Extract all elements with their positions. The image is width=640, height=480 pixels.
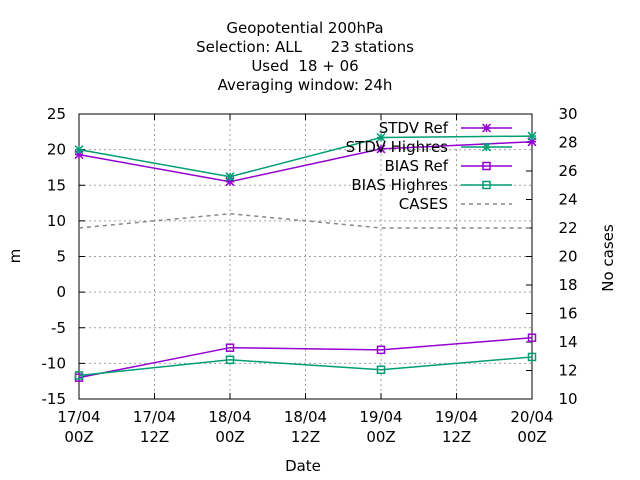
square-marker (482, 161, 491, 171)
x-tick-label-hour: 00Z (215, 428, 244, 446)
star-stroke (225, 172, 235, 182)
star-marker (481, 123, 492, 133)
square-marker (74, 371, 84, 380)
y2-tick-label: 18 (558, 276, 577, 294)
series-line (78, 135, 533, 178)
series-cases (78, 212, 532, 229)
star-stroke (527, 131, 537, 141)
y-tick-label: -5 (51, 319, 66, 337)
x-tick-label-date: 19/04 (435, 408, 478, 426)
series-line (78, 336, 533, 379)
legend-label: BIAS Ref (384, 157, 448, 175)
y-tick-label: 10 (47, 212, 66, 230)
star-stroke (74, 145, 84, 155)
series-line (78, 356, 533, 377)
y2-tick-label: 26 (558, 162, 577, 180)
series-stdv-highres (74, 131, 537, 182)
y2-tick-label: 28 (558, 134, 577, 152)
chart-title: Geopotential 200hPa Selection: ALL 23 st… (196, 19, 414, 94)
legend-entry: BIAS Highres (351, 176, 512, 194)
legend-entry: BIAS Ref (384, 157, 512, 175)
x-tick-label-date: 20/04 (510, 408, 553, 426)
y-tick-label: -10 (42, 354, 67, 372)
x-tick-label-date: 17/04 (133, 408, 176, 426)
title-line-1: Geopotential 200hPa (226, 19, 383, 37)
y-tick-label: 15 (47, 176, 66, 194)
star-stroke (481, 123, 492, 133)
series-layer (74, 131, 537, 382)
square-marker (225, 343, 235, 352)
x-axis-label: Date (285, 457, 321, 475)
series-line (78, 141, 533, 183)
x-tick-label-hour: 12Z (291, 428, 320, 446)
square-marker (225, 355, 235, 365)
x-tick-label-hour: 00Z (366, 428, 395, 446)
legend-label: BIAS Highres (351, 176, 448, 194)
y-tick-label: 25 (47, 105, 66, 123)
star-marker (376, 144, 386, 154)
square-marker (482, 180, 491, 190)
x-tick-label-hour: 00Z (517, 428, 546, 446)
y2-tick-label: 14 (558, 333, 577, 351)
square-marker (527, 352, 537, 362)
y2-axis-label: No cases (599, 224, 617, 292)
title-line-3: Used 18 + 06 (251, 57, 358, 75)
x-tick-label-date: 19/04 (359, 408, 402, 426)
legend-label: CASES (399, 195, 448, 213)
legend-label: STDV Highres (346, 138, 449, 156)
y-axis-label: m (6, 249, 24, 264)
y2-tick-label: 16 (558, 305, 577, 323)
square-marker (376, 365, 386, 375)
y-tick-label: -15 (42, 390, 67, 408)
y2-tick-label: 22 (558, 219, 577, 237)
square-marker (527, 333, 537, 342)
x-axis: 17/04 00Z 17/04 12Z 18/04 00Z 18/04 12Z 19/04 00Z… (57, 114, 554, 446)
legend-entry: CASES (399, 195, 512, 213)
y-tick-label: 0 (56, 283, 66, 301)
star-marker (481, 142, 492, 152)
legend-label: STDV Ref (379, 119, 449, 137)
star-stroke (481, 142, 492, 152)
x-tick-label-hour: 12Z (140, 428, 169, 446)
star-marker (225, 172, 235, 182)
x-tick-label-date: 17/04 (57, 408, 100, 426)
square-marker (376, 345, 386, 355)
star-marker (527, 131, 537, 141)
y-axis-right: 10 12 14 16 18 20 22 24 26 28 30 (526, 105, 578, 408)
star-stroke (376, 144, 386, 154)
star-marker (74, 145, 84, 155)
y-axis-left: -15 -10 -5 0 5 10 15 20 25 (42, 105, 85, 408)
x-tick-label-date: 18/04 (284, 408, 327, 426)
title-line-4: Averaging window: 24h (218, 76, 393, 94)
y2-tick-label: 24 (558, 191, 577, 209)
x-tick-label-date: 18/04 (208, 408, 251, 426)
x-tick-label-hour: 00Z (64, 428, 93, 446)
star-marker (376, 132, 386, 143)
star-stroke (376, 132, 386, 143)
x-tick-label-hour: 12Z (442, 428, 471, 446)
series-bias-highres (74, 352, 537, 380)
y2-tick-label: 20 (558, 248, 577, 266)
y-tick-label: 20 (47, 141, 66, 159)
y2-tick-label: 10 (558, 390, 577, 408)
series-line (78, 212, 532, 229)
y-tick-label: 5 (56, 248, 66, 266)
legend-entry: STDV Highres (346, 138, 512, 156)
y2-tick-label: 30 (558, 105, 577, 123)
legend-entry: STDV Ref (379, 119, 512, 137)
title-line-2: Selection: ALL 23 stations (196, 38, 414, 56)
y2-tick-label: 12 (558, 362, 577, 380)
